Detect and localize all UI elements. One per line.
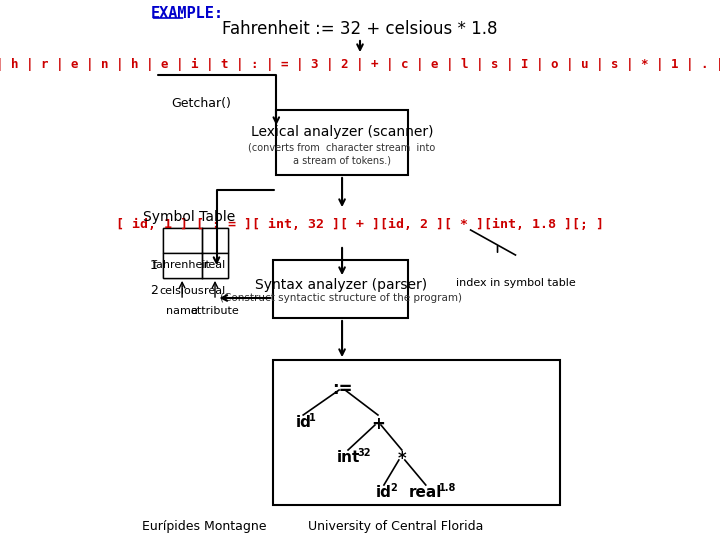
Text: (Construct syntactic structure of the program): (Construct syntactic structure of the pr… — [220, 293, 462, 303]
Bar — [274, 360, 560, 505]
Bar — [163, 253, 228, 278]
Text: celsious: celsious — [160, 286, 204, 295]
Text: index in symbol table: index in symbol table — [456, 278, 575, 288]
Text: attribute: attribute — [191, 306, 239, 316]
Text: name: name — [166, 306, 198, 316]
Text: fahrenheit: fahrenheit — [153, 260, 211, 271]
Text: | f | a | h | r | e | n | h | e | i | t | : | = | 3 | 2 | + | c | e | l | s | I : | f | a | h | r | e | n | h | e | i | t … — [0, 58, 720, 71]
Text: 1.8: 1.8 — [439, 483, 456, 493]
Text: 2: 2 — [390, 483, 397, 493]
Text: 32: 32 — [358, 448, 371, 458]
Bar — [163, 228, 228, 253]
Text: (converts from  character stream  into
a stream of tokens.): (converts from character stream into a s… — [248, 142, 436, 165]
Text: +: + — [371, 415, 385, 433]
Text: id: id — [295, 415, 311, 430]
Text: Symbol Table: Symbol Table — [143, 210, 235, 224]
Text: 1: 1 — [150, 259, 158, 272]
Text: int: int — [336, 450, 360, 465]
Bar — [163, 253, 228, 278]
Text: real: real — [409, 485, 443, 500]
Text: Fahrenheit := 32 + celsious * 1.8: Fahrenheit := 32 + celsious * 1.8 — [222, 20, 498, 38]
Text: id: id — [376, 485, 392, 500]
Text: Eurípides Montagne: Eurípides Montagne — [143, 520, 267, 533]
Text: University of Central Florida: University of Central Florida — [308, 520, 484, 533]
Text: real: real — [204, 260, 225, 271]
Text: Getchar(): Getchar() — [171, 97, 232, 110]
Bar — [163, 228, 228, 253]
Bar — [274, 260, 408, 318]
Text: *: * — [397, 450, 406, 468]
Text: EXAMPLE:: EXAMPLE: — [150, 6, 224, 21]
Text: real: real — [204, 286, 225, 295]
Text: 1: 1 — [309, 413, 316, 423]
Bar — [276, 110, 408, 175]
Text: Lexical analyzer (scanner): Lexical analyzer (scanner) — [251, 125, 433, 139]
Text: 2: 2 — [150, 284, 158, 297]
Text: :=: := — [332, 380, 352, 398]
Text: Syntax analyzer (parser): Syntax analyzer (parser) — [254, 278, 427, 292]
Text: [ id, 1 ] [ : = ][ int, 32 ][ + ][id, 2 ][ * ][int, 1.8 ][; ]: [ id, 1 ] [ : = ][ int, 32 ][ + ][id, 2 … — [116, 218, 604, 231]
